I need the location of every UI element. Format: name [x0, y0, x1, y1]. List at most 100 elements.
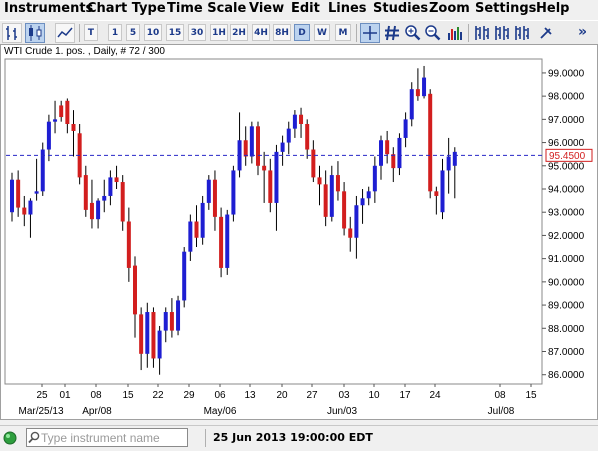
- candle-body: [243, 140, 248, 157]
- timescale-30-button[interactable]: 30: [188, 24, 206, 41]
- menu-time-scale[interactable]: Time Scale: [167, 1, 247, 16]
- candle-body: [385, 140, 390, 155]
- candle-up: [446, 137, 451, 194]
- date-tick-label: 24: [429, 390, 441, 401]
- scroll-to-start-icon[interactable]: [472, 23, 492, 43]
- candle-body: [446, 156, 451, 171]
- candle-up: [53, 100, 58, 134]
- line-chart-icon[interactable]: [55, 23, 75, 43]
- candle-body: [200, 202, 205, 238]
- candle-down: [120, 175, 125, 231]
- zoom-out-icon[interactable]: [423, 23, 443, 43]
- candle-body: [397, 137, 402, 169]
- menu-zoom[interactable]: Zoom: [429, 1, 470, 16]
- chart-panel[interactable]: WTI Crude 1. pos. , Daily, # 72 / 300 99…: [0, 44, 598, 420]
- menu-help[interactable]: Help: [536, 1, 570, 16]
- menu-studies[interactable]: Studies: [373, 1, 429, 16]
- scroll-forward-icon[interactable]: [512, 23, 532, 43]
- candle-down: [299, 107, 304, 138]
- candle-down: [59, 100, 64, 122]
- candle-body: [212, 179, 217, 217]
- timescale-10-button[interactable]: 10: [144, 24, 162, 41]
- timescale-1h-button[interactable]: 1H: [210, 24, 228, 41]
- instrument-search-input[interactable]: [26, 428, 188, 447]
- menu-view[interactable]: View: [249, 1, 285, 16]
- candle-up: [157, 325, 162, 375]
- price-tick-label: 90.0000: [548, 277, 585, 288]
- menu-instruments[interactable]: Instruments: [4, 1, 94, 16]
- candle-down: [169, 298, 174, 338]
- draw-pointer-icon[interactable]: [536, 23, 556, 43]
- timescale-5-button[interactable]: 5: [126, 24, 140, 41]
- candle-body: [360, 198, 365, 206]
- candle-up: [397, 133, 402, 176]
- price-axis: 99.0000 98.0000 97.0000 96.0000 95.0000 94.00…: [542, 68, 585, 381]
- date-axis: 25 01 08 15 22 29 06 13 20 27 03 10 17 24 08 15 Mar/25/1…: [18, 384, 537, 417]
- menu-chart-type[interactable]: Chart Type: [87, 1, 166, 16]
- timescale-2h-button[interactable]: 2H: [230, 24, 248, 41]
- toolbar-separator: [79, 24, 80, 42]
- price-tick-label: 86.0000: [548, 370, 585, 381]
- toolbar-overflow-button[interactable]: »: [578, 24, 588, 40]
- candle-up: [366, 186, 371, 206]
- candle-body: [268, 170, 273, 203]
- candle-body: [422, 77, 427, 97]
- price-tick-label: 88.0000: [548, 324, 585, 335]
- candle-body: [206, 179, 211, 203]
- candlestick-icon[interactable]: [25, 23, 45, 43]
- candle-body: [34, 191, 39, 194]
- candle-down: [311, 140, 316, 183]
- timescale-m-button[interactable]: M: [335, 24, 351, 41]
- zoom-in-icon[interactable]: [403, 23, 423, 43]
- timescale-w-button[interactable]: W: [314, 24, 330, 41]
- search-icon: [28, 431, 40, 444]
- candle-up: [249, 121, 254, 164]
- candle-down: [385, 130, 390, 164]
- timescale-d-button[interactable]: D: [294, 24, 310, 41]
- candle-body: [428, 93, 433, 192]
- candle-body: [40, 149, 45, 192]
- candle-down: [268, 158, 273, 213]
- candle-body: [299, 114, 304, 124]
- candle-down: [114, 165, 119, 189]
- candle-down: [71, 110, 76, 157]
- scroll-back-icon[interactable]: [492, 23, 512, 43]
- candle-down: [83, 165, 88, 217]
- status-bar: 25 Jun 2013 19:00:00 EDT: [0, 425, 598, 451]
- menu-settings[interactable]: Settings: [475, 1, 537, 16]
- candle-down: [391, 147, 396, 183]
- menu-lines[interactable]: Lines: [328, 1, 367, 16]
- candle-body: [391, 154, 396, 169]
- candle-up: [108, 170, 113, 206]
- candle-up: [372, 156, 377, 203]
- candle-up: [280, 135, 285, 166]
- candle-body: [114, 177, 119, 183]
- crosshair-icon[interactable]: [360, 23, 380, 43]
- date-tick-label: 10: [368, 390, 380, 401]
- timescale-t-button[interactable]: T: [84, 24, 98, 41]
- date-tick-label: 22: [152, 390, 164, 401]
- candle-body: [311, 149, 316, 178]
- date-tick-label: 25: [36, 390, 48, 401]
- candle-body: [59, 105, 64, 118]
- volume-bars-icon[interactable]: [445, 23, 465, 43]
- timescale-1-button[interactable]: 1: [108, 24, 122, 41]
- timescale-8h-button[interactable]: 8H: [273, 24, 291, 41]
- date-tick-label: 27: [306, 390, 318, 401]
- candle-body: [188, 221, 193, 252]
- grid-icon[interactable]: [382, 23, 402, 43]
- candle-body: [354, 205, 359, 238]
- candlestick-chart[interactable]: WTI Crude 1. pos. , Daily, # 72 / 300 99…: [1, 45, 597, 419]
- timescale-15-button[interactable]: 15: [166, 24, 184, 41]
- date-tick-label: 15: [525, 390, 537, 401]
- timescale-4h-button[interactable]: 4H: [252, 24, 270, 41]
- candle-down: [348, 216, 353, 252]
- month-label: Mar/25/13: [18, 406, 63, 417]
- candle-body: [342, 191, 347, 229]
- date-tick-label: 08: [90, 390, 102, 401]
- menu-edit[interactable]: Edit: [291, 1, 320, 16]
- ohlc-bars-icon[interactable]: [2, 23, 22, 43]
- candle-body: [151, 312, 156, 359]
- candle-down: [151, 307, 156, 368]
- date-tick-label: 06: [214, 390, 226, 401]
